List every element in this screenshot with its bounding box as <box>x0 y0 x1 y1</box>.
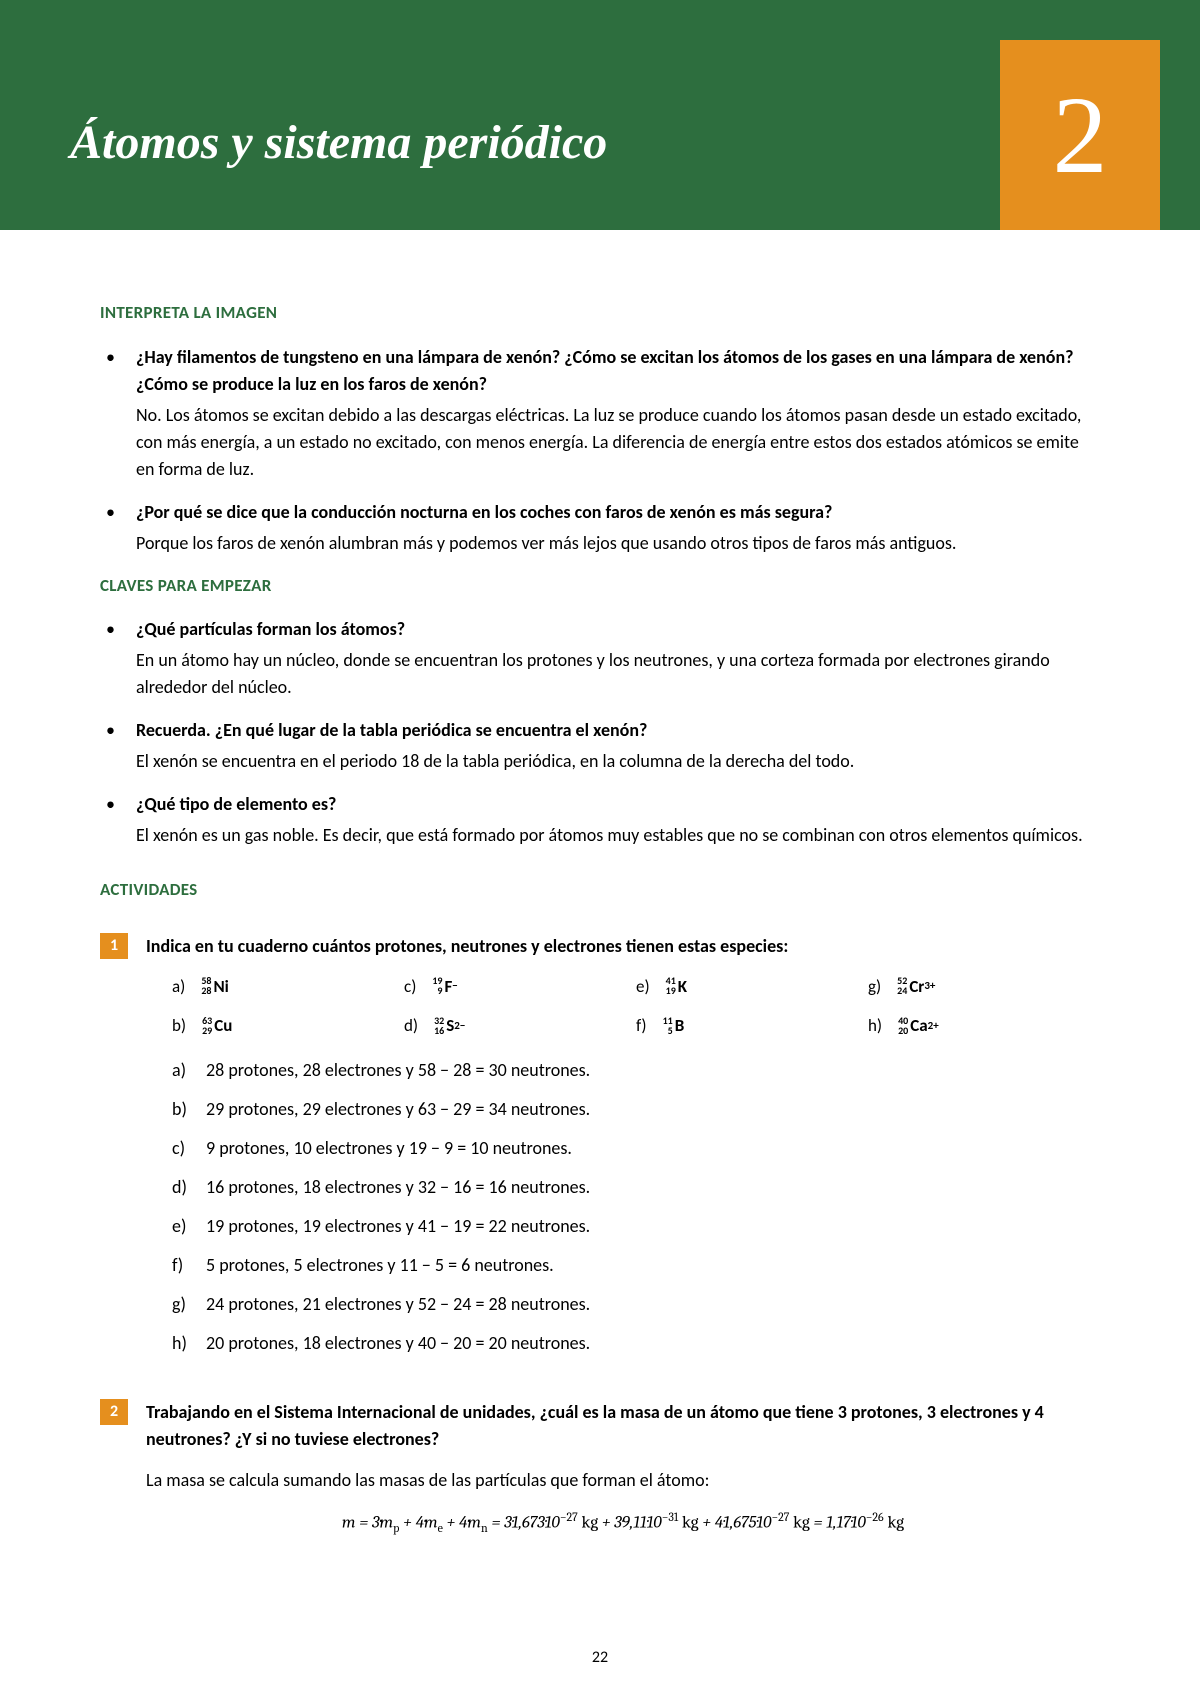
species-cell: e) 4119K <box>636 974 868 1000</box>
answer-row: a)28 protones, 28 electrones y 58 − 28 =… <box>172 1057 1100 1084</box>
bullet-icon: • <box>100 616 136 701</box>
species-grid: a) 5828Ni c) 199F− e) 4119K g) 5224Cr3+ b) 6329Cu… <box>172 974 1100 1039</box>
answer-row: c)9 protones, 10 electrones y 19 − 9 = 1… <box>172 1135 1100 1162</box>
answer-row: e)19 protones, 19 electrones y 41 − 19 =… <box>172 1213 1100 1240</box>
activity-question: Trabajando en el Sistema Internacional d… <box>146 1399 1100 1453</box>
answer-text: 5 protones, 5 electrones y 11 − 5 = 6 ne… <box>206 1252 554 1279</box>
species-letter: d) <box>404 1013 418 1039</box>
species-letter: f) <box>636 1013 647 1039</box>
activity-block: 1 Indica en tu cuaderno cuántos protones… <box>100 933 1100 1369</box>
species-cell: g) 5224Cr3+ <box>868 974 1100 1000</box>
species-letter: c) <box>404 974 416 1000</box>
answer-row: g)24 protones, 21 electrones y 52 − 24 =… <box>172 1291 1100 1318</box>
answer-text: 19 protones, 19 electrones y 41 − 19 = 2… <box>206 1213 590 1240</box>
mass-formula: m = 3·mp + 4·me + 4·mn = 3·1,673·10−27 k… <box>146 1508 1100 1537</box>
activity-number-badge: 2 <box>100 1399 128 1425</box>
page-content: INTERPRETA LA IMAGEN • ¿Hay filamentos d… <box>0 230 1200 1591</box>
nuclide: 3216S2− <box>434 1013 465 1039</box>
answer-text: El xenón es un gas noble. Es decir, que … <box>136 822 1100 849</box>
answer-text: 28 protones, 28 electrones y 58 − 28 = 3… <box>206 1057 590 1084</box>
answer-letter: a) <box>172 1057 206 1084</box>
species-letter: e) <box>636 974 650 1000</box>
qa-item: • ¿Qué partículas forman los átomos? En … <box>100 616 1100 701</box>
bullet-icon: • <box>100 499 136 557</box>
nuclide: 5224Cr3+ <box>897 974 935 1000</box>
species-cell: a) 5828Ni <box>172 974 404 1000</box>
nuclide: 4119K <box>666 974 687 1000</box>
answer-row: f)5 protones, 5 electrones y 11 − 5 = 6 … <box>172 1252 1100 1279</box>
question-text: ¿Por qué se dice que la conducción noctu… <box>136 499 1100 526</box>
answer-text: 24 protones, 21 electrones y 52 − 24 = 2… <box>206 1291 590 1318</box>
answer-letter: c) <box>172 1135 206 1162</box>
answer-letter: e) <box>172 1213 206 1240</box>
answer-letter: f) <box>172 1252 206 1279</box>
question-text: ¿Hay filamentos de tungsteno en una lámp… <box>136 344 1100 398</box>
activity-question: Indica en tu cuaderno cuántos protones, … <box>146 933 1100 960</box>
question-text: ¿Qué partículas forman los átomos? <box>136 616 1100 643</box>
answer-text: 20 protones, 18 electrones y 40 − 20 = 2… <box>206 1330 590 1357</box>
nuclide: 115B <box>663 1013 685 1039</box>
answer-letter: b) <box>172 1096 206 1123</box>
answer-text: El xenón se encuentra en el periodo 18 d… <box>136 748 1100 775</box>
chapter-title: Átomos y sistema periódico <box>70 115 607 170</box>
activity-block: 2 Trabajando en el Sistema Internacional… <box>100 1399 1100 1537</box>
answer-text: En un átomo hay un núcleo, donde se encu… <box>136 647 1100 701</box>
qa-item: • Recuerda. ¿En qué lugar de la tabla pe… <box>100 717 1100 775</box>
answer-row: b)29 protones, 29 electrones y 63 − 29 =… <box>172 1096 1100 1123</box>
answer-list: a)28 protones, 28 electrones y 58 − 28 =… <box>172 1057 1100 1357</box>
answer-text: 9 protones, 10 electrones y 19 − 9 = 10 … <box>206 1135 572 1162</box>
species-cell: c) 199F− <box>404 974 636 1000</box>
answer-row: h)20 protones, 18 electrones y 40 − 20 =… <box>172 1330 1100 1357</box>
bullet-icon: • <box>100 791 136 849</box>
species-letter: g) <box>868 974 881 1000</box>
species-cell: d) 3216S2− <box>404 1013 636 1039</box>
question-text: Recuerda. ¿En qué lugar de la tabla peri… <box>136 717 1100 744</box>
species-letter: h) <box>868 1013 882 1039</box>
answer-letter: h) <box>172 1330 206 1357</box>
nuclide: 4020Ca2+ <box>898 1013 939 1039</box>
bullet-icon: • <box>100 344 136 483</box>
bullet-icon: • <box>100 717 136 775</box>
section-heading-actividades: ACTIVIDADES <box>100 877 1100 903</box>
qa-item: • ¿Por qué se dice que la conducción noc… <box>100 499 1100 557</box>
species-cell: b) 6329Cu <box>172 1013 404 1039</box>
nuclide: 5828Ni <box>201 974 229 1000</box>
page-number: 22 <box>0 1648 1200 1667</box>
answer-text: No. Los átomos se excitan debido a las d… <box>136 402 1100 483</box>
answer-letter: d) <box>172 1174 206 1201</box>
answer-text: 16 protones, 18 electrones y 32 − 16 = 1… <box>206 1174 590 1201</box>
species-cell: h) 4020Ca2+ <box>868 1013 1100 1039</box>
section-heading-interpreta: INTERPRETA LA IMAGEN <box>100 300 1100 326</box>
species-letter: a) <box>172 974 185 1000</box>
nuclide: 199F− <box>432 974 457 1000</box>
nuclide: 6329Cu <box>202 1013 232 1039</box>
answer-row: d)16 protones, 18 electrones y 32 − 16 =… <box>172 1174 1100 1201</box>
species-letter: b) <box>172 1013 186 1039</box>
answer-letter: g) <box>172 1291 206 1318</box>
qa-item: • ¿Qué tipo de elemento es? El xenón es … <box>100 791 1100 849</box>
chapter-number-box: 2 <box>1000 40 1160 230</box>
activity-intro: La masa se calcula sumando las masas de … <box>146 1467 1100 1494</box>
question-text: ¿Qué tipo de elemento es? <box>136 791 1100 818</box>
activity-number-badge: 1 <box>100 933 128 959</box>
section-heading-claves: CLAVES PARA EMPEZAR <box>100 573 1100 599</box>
chapter-header: Átomos y sistema periódico 2 <box>0 0 1200 230</box>
answer-text: 29 protones, 29 electrones y 63 − 29 = 3… <box>206 1096 590 1123</box>
answer-text: Porque los faros de xenón alumbran más y… <box>136 530 1100 557</box>
species-cell: f) 115B <box>636 1013 868 1039</box>
qa-item: • ¿Hay filamentos de tungsteno en una lá… <box>100 344 1100 483</box>
